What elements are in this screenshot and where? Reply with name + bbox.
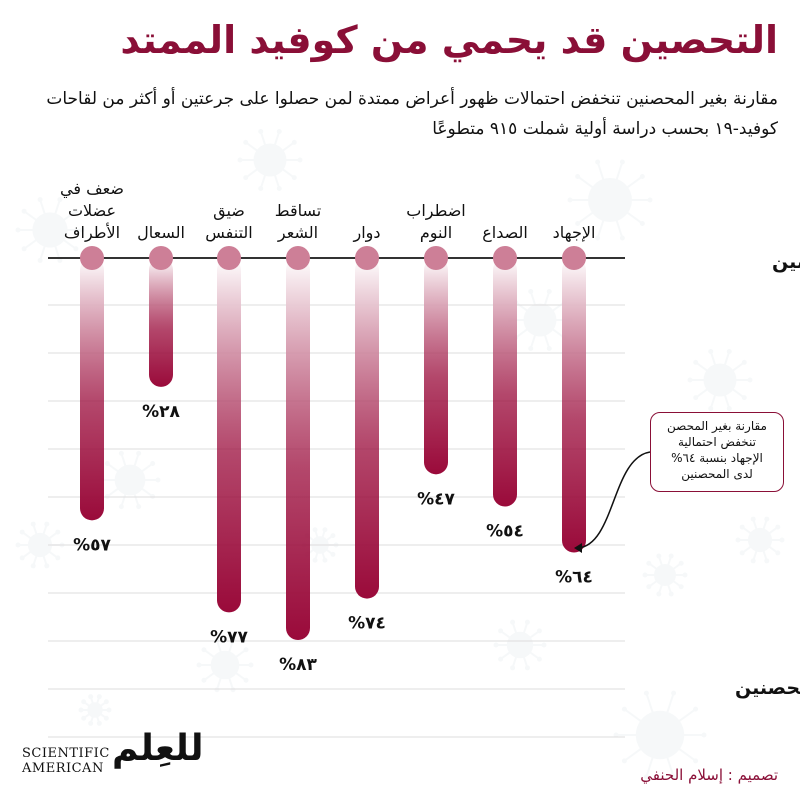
bar-top-dot	[149, 246, 173, 270]
category-label: ضيق	[213, 201, 245, 221]
category-label: النوم	[420, 223, 452, 243]
bar	[80, 258, 104, 521]
bar-group: %٥٧ ضعف في عضلات الأطراف	[60, 179, 124, 555]
virus-icon	[15, 521, 65, 569]
value-label: %٤٧	[417, 489, 455, 509]
category-label: السعال	[137, 223, 185, 242]
bar	[286, 258, 310, 640]
designer-credit: تصميم : إسلام الحنفي	[640, 766, 778, 784]
category-label: عضلات	[68, 201, 116, 220]
category-label: دوار	[352, 223, 380, 243]
bar-top-dot	[80, 246, 104, 270]
category-label: الشعر	[277, 223, 318, 243]
bar-top-dot	[355, 246, 379, 270]
arabic-logo: للعِلم	[112, 728, 204, 769]
virus-icon	[78, 694, 112, 726]
bar-top-dot	[217, 246, 241, 270]
bar	[424, 258, 448, 475]
category-label: الإجهاد	[553, 223, 596, 243]
gridlines	[48, 304, 625, 738]
value-label: %٨٣	[279, 655, 317, 675]
bar-group: %٢٨ السعال	[137, 223, 185, 422]
bar	[562, 258, 586, 553]
annotation-line: تنخفض احتمالية	[678, 435, 756, 449]
virus-icon	[99, 450, 161, 510]
value-label: %٥٧	[73, 535, 111, 555]
annotation-arrowhead	[574, 543, 582, 553]
virus-icon	[735, 516, 785, 564]
category-label: الأطراف	[64, 222, 120, 243]
virus-icon	[493, 619, 547, 671]
bar-top-dot	[286, 246, 310, 270]
virus-icon	[687, 348, 753, 412]
category-label: الصداع	[482, 223, 528, 243]
virus-icon	[642, 553, 688, 597]
annotation-line: الإجهاد بنسبة ٦٤%	[671, 451, 763, 465]
bar-group: %٧٤ دوار	[348, 223, 386, 634]
category-label: اضطراب	[406, 201, 466, 221]
page-title: التحصين قد يحمي من كوفيد الممتد	[120, 18, 778, 62]
value-label: %٦٤	[555, 568, 593, 588]
virus-background-icons	[15, 128, 785, 780]
virus-icon	[237, 128, 303, 192]
top-row-label: غير المحصنين	[772, 251, 800, 273]
category-label: ضعف في	[60, 179, 124, 199]
bar-group: %٦٤ الإجهاد	[553, 223, 596, 588]
virus-icon	[196, 637, 254, 693]
bar-group: %٨٣ تساقط الشعر	[275, 201, 321, 675]
category-label: تساقط	[275, 201, 321, 220]
bottom-row-label: المحصنين	[735, 677, 800, 699]
subtitle: مقارنة بغير المحصنين تنخفض احتمالات ظهور…	[46, 89, 778, 139]
bar	[217, 258, 241, 613]
virus-icon	[613, 690, 707, 780]
virus-icon	[15, 197, 85, 263]
annotation-box: مقارنة بغير المحصن تنخفض احتمالية الإجها…	[650, 412, 784, 492]
value-label: %٢٨	[142, 402, 180, 422]
category-label: التنفس	[205, 223, 252, 243]
bar	[149, 258, 173, 387]
scientific-american-logo: SCIENTIFIC AMERICAN	[22, 746, 110, 776]
value-label: %٧٤	[348, 614, 386, 634]
bar	[355, 258, 379, 599]
annotation-line: لدى المحصنين	[681, 467, 753, 481]
virus-icon	[567, 159, 653, 241]
value-label: %٧٧	[210, 627, 248, 647]
bar-top-dot	[424, 246, 448, 270]
bar-top-dot	[562, 246, 586, 270]
bar-top-dot	[493, 246, 517, 270]
annotation-line: مقارنة بغير المحصن	[667, 419, 767, 433]
annotation-connector	[577, 451, 651, 549]
bar-group: %٥٤ الصداع	[482, 223, 528, 542]
bar	[493, 258, 517, 507]
value-label: %٥٤	[486, 522, 524, 542]
